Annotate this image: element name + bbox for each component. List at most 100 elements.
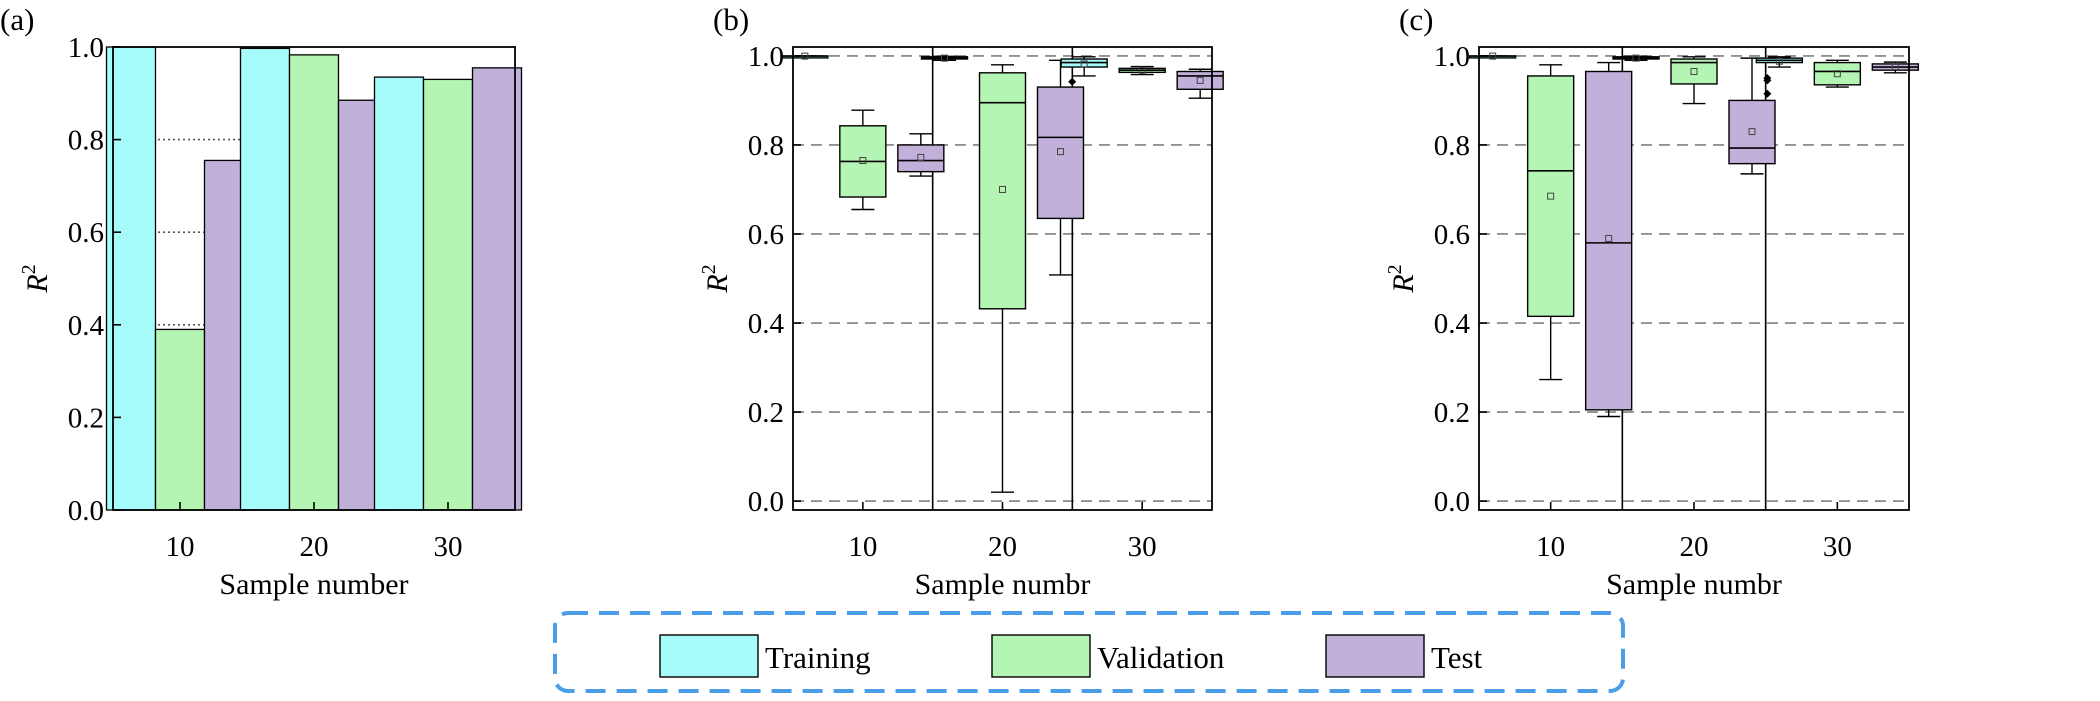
bar-training-20 bbox=[239, 47, 291, 511]
box-mean bbox=[999, 185, 1006, 193]
box-test-30 bbox=[1871, 61, 1920, 74]
box-mean bbox=[1196, 76, 1204, 84]
x-tick-label: 10 bbox=[848, 531, 877, 563]
x-axis-label: Sample number bbox=[219, 568, 408, 601]
box-test-10 bbox=[897, 133, 945, 177]
legend-item-test: Test bbox=[1325, 634, 1483, 678]
y-tick-label: 1.0 bbox=[68, 32, 104, 64]
box-mean bbox=[1080, 60, 1088, 68]
box-mean bbox=[1605, 234, 1613, 242]
box-mean bbox=[1489, 52, 1497, 60]
bar-test-30 bbox=[471, 67, 523, 511]
legend-item-training: Training bbox=[659, 634, 871, 678]
box-mean bbox=[1057, 148, 1064, 156]
box-mean bbox=[1690, 67, 1698, 75]
y-tick-label: 1.0 bbox=[748, 41, 784, 73]
box-training-20 bbox=[1612, 54, 1660, 62]
x-tick-label: 20 bbox=[1680, 531, 1709, 563]
y-tick-label: 0.0 bbox=[748, 486, 784, 518]
y-tick-label: 0.2 bbox=[1434, 397, 1470, 429]
box-mean bbox=[859, 157, 867, 165]
box-test-20 bbox=[1036, 59, 1085, 276]
y-tick-label: 0.6 bbox=[1434, 219, 1470, 251]
outlier-point bbox=[1068, 77, 1077, 86]
chart-panel-1: (a) 0.0 0.2 0.4 0.6 0.8 1.0 10 20 30 Sample number… bbox=[0, 2, 523, 601]
bar-validation-30 bbox=[422, 78, 474, 511]
box-iqr bbox=[978, 72, 1027, 310]
box-test-30 bbox=[1176, 68, 1224, 99]
y-tick-label: 0.2 bbox=[68, 402, 104, 434]
box-training-30 bbox=[1755, 56, 1804, 98]
box-validation-20 bbox=[1670, 56, 1718, 105]
box-training-20 bbox=[920, 54, 969, 62]
legend: Training Validation Test bbox=[553, 611, 1625, 693]
x-tick-label: 30 bbox=[434, 531, 463, 563]
box-mean bbox=[917, 153, 925, 161]
box-iqr bbox=[1176, 70, 1224, 90]
box-validation-30 bbox=[1118, 65, 1166, 76]
bar-training-30 bbox=[373, 76, 425, 511]
box-training-10 bbox=[1468, 52, 1517, 60]
box-mean bbox=[1775, 57, 1783, 65]
legend-swatch bbox=[1325, 634, 1425, 678]
box-mean bbox=[1891, 63, 1899, 71]
y-tick-label: 0.4 bbox=[1434, 308, 1471, 340]
x-axis-label: Sample numbr bbox=[1606, 568, 1782, 601]
x-tick-label: 20 bbox=[300, 531, 329, 563]
box-iqr bbox=[1813, 61, 1862, 86]
x-tick-label: 30 bbox=[1128, 531, 1157, 563]
x-tick-label: 10 bbox=[166, 531, 195, 563]
box-iqr bbox=[1728, 99, 1776, 165]
bar-training-10 bbox=[105, 46, 157, 511]
box-mean bbox=[1138, 66, 1146, 74]
box-mean bbox=[1833, 70, 1841, 78]
box-validation-10 bbox=[1526, 64, 1575, 381]
box-mean bbox=[941, 54, 948, 62]
panel-label: (a) bbox=[0, 2, 34, 37]
outlier-point bbox=[1763, 89, 1772, 98]
y-tick-label: 0.4 bbox=[68, 310, 105, 342]
box-iqr bbox=[1036, 86, 1085, 220]
box-test-10 bbox=[1584, 61, 1633, 418]
y-axis-label: R2 bbox=[1384, 264, 1420, 293]
y-tick-label: 1.0 bbox=[1434, 41, 1470, 73]
legend-label: Training bbox=[765, 640, 871, 675]
legend-swatch bbox=[659, 634, 759, 678]
x-tick-label: 10 bbox=[1536, 531, 1565, 563]
panel-label: (b) bbox=[713, 2, 749, 37]
x-tick-label: 20 bbox=[988, 531, 1017, 563]
y-tick-label: 0.0 bbox=[68, 495, 104, 527]
legend-swatch bbox=[991, 634, 1091, 678]
y-tick-label: 0.8 bbox=[748, 130, 784, 162]
bar-validation-20 bbox=[288, 54, 340, 511]
box-test-20 bbox=[1728, 57, 1776, 175]
box-mean bbox=[1632, 54, 1640, 62]
box-mean bbox=[801, 52, 809, 60]
box-iqr bbox=[1526, 75, 1575, 318]
box-validation-10 bbox=[839, 109, 887, 211]
legend-label: Test bbox=[1431, 640, 1483, 675]
chart-panel-2: (b) 0.0 0.2 0.4 0.6 0.8 1.0 10 20 30 Sample numbr R… bbox=[698, 2, 1224, 601]
box-mean bbox=[1547, 192, 1555, 200]
x-axis-label: Sample numbr bbox=[915, 568, 1091, 601]
bar-validation-10 bbox=[154, 328, 206, 511]
panel-label: (c) bbox=[1399, 2, 1433, 37]
chart-panel-3: (c) 0.0 0.2 0.4 0.6 0.8 1.0 10 20 30 Sample numbr R… bbox=[1384, 2, 1920, 601]
y-tick-label: 0.6 bbox=[68, 217, 104, 249]
y-tick-label: 0.8 bbox=[1434, 130, 1470, 162]
y-tick-label: 0.8 bbox=[68, 125, 104, 157]
y-tick-label: 0.6 bbox=[748, 219, 784, 251]
y-axis-label: R2 bbox=[698, 264, 734, 293]
box-training-10 bbox=[781, 52, 829, 60]
box-validation-30 bbox=[1813, 59, 1862, 88]
y-tick-label: 0.2 bbox=[748, 397, 784, 429]
y-tick-label: 0.4 bbox=[748, 308, 785, 340]
outlier-point bbox=[1763, 76, 1772, 85]
box-mean bbox=[1748, 128, 1756, 136]
x-tick-label: 30 bbox=[1823, 531, 1852, 563]
y-tick-label: 0.0 bbox=[1434, 486, 1470, 518]
panels-layer: (a) 0.0 0.2 0.4 0.6 0.8 1.0 10 20 30 Sample number… bbox=[0, 2, 1920, 601]
y-axis-label: R2 bbox=[18, 264, 54, 293]
legend-item-validation: Validation bbox=[991, 634, 1225, 678]
